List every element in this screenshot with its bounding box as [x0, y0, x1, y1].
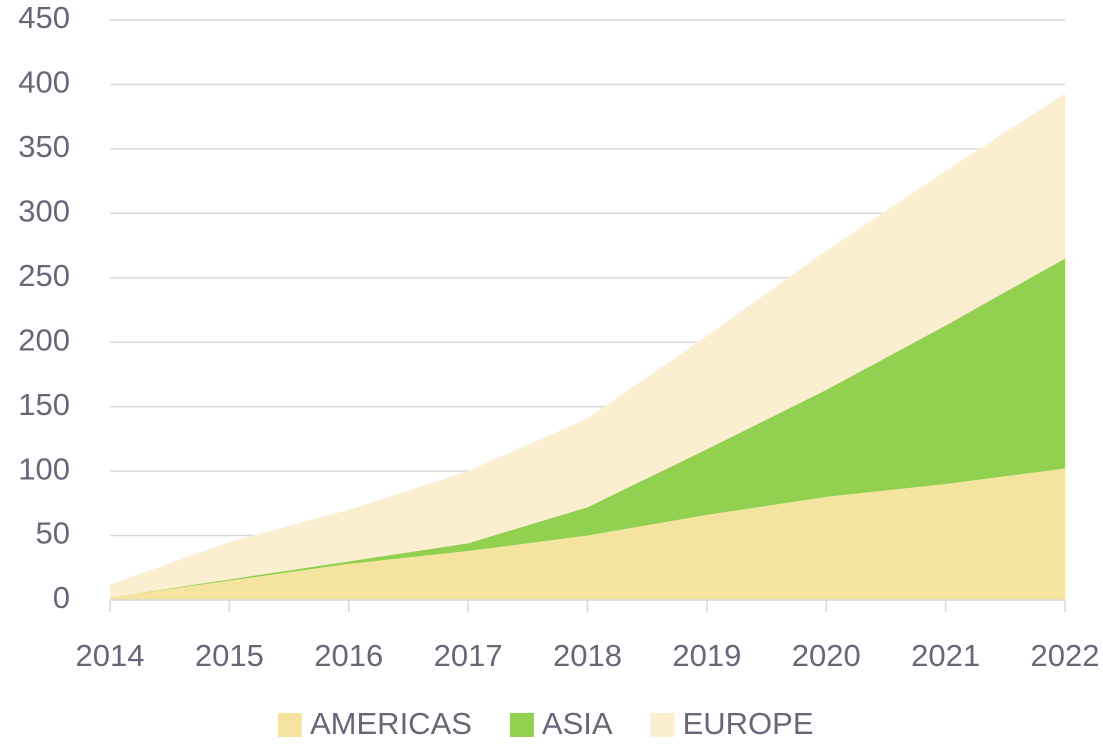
- y-tick-label: 100: [18, 451, 70, 486]
- x-tick-label: 2015: [195, 638, 264, 673]
- y-tick-label: 400: [18, 65, 70, 100]
- x-tick-label: 2022: [1031, 638, 1100, 673]
- x-tick-label: 2021: [911, 638, 980, 673]
- legend-label: ASIA: [542, 706, 613, 741]
- x-tick-label: 2016: [314, 638, 383, 673]
- legend-swatch: [509, 713, 534, 737]
- y-tick-label: 50: [36, 516, 70, 551]
- legend-label: AMERICAS: [310, 706, 472, 741]
- legend-label: EUROPE: [683, 706, 814, 741]
- x-tick-label: 2019: [672, 638, 741, 673]
- y-tick-label: 250: [18, 258, 70, 293]
- legend-swatch: [650, 713, 675, 737]
- x-tick-label: 2020: [792, 638, 861, 673]
- area: [110, 258, 1065, 598]
- y-tick-label: 350: [18, 129, 70, 164]
- area: [110, 468, 1065, 600]
- y-tick-label: 0: [53, 580, 70, 615]
- x-tick-label: 2014: [76, 638, 145, 673]
- y-tick-label: 200: [18, 322, 70, 357]
- x-tick-label: 2018: [553, 638, 622, 673]
- legend-swatch: [278, 713, 302, 737]
- y-tick-label: 450: [18, 0, 70, 35]
- y-tick-label: 300: [18, 194, 70, 229]
- x-tick-label: 2017: [434, 638, 503, 673]
- y-tick-label: 150: [18, 387, 70, 422]
- area: [110, 93, 1065, 598]
